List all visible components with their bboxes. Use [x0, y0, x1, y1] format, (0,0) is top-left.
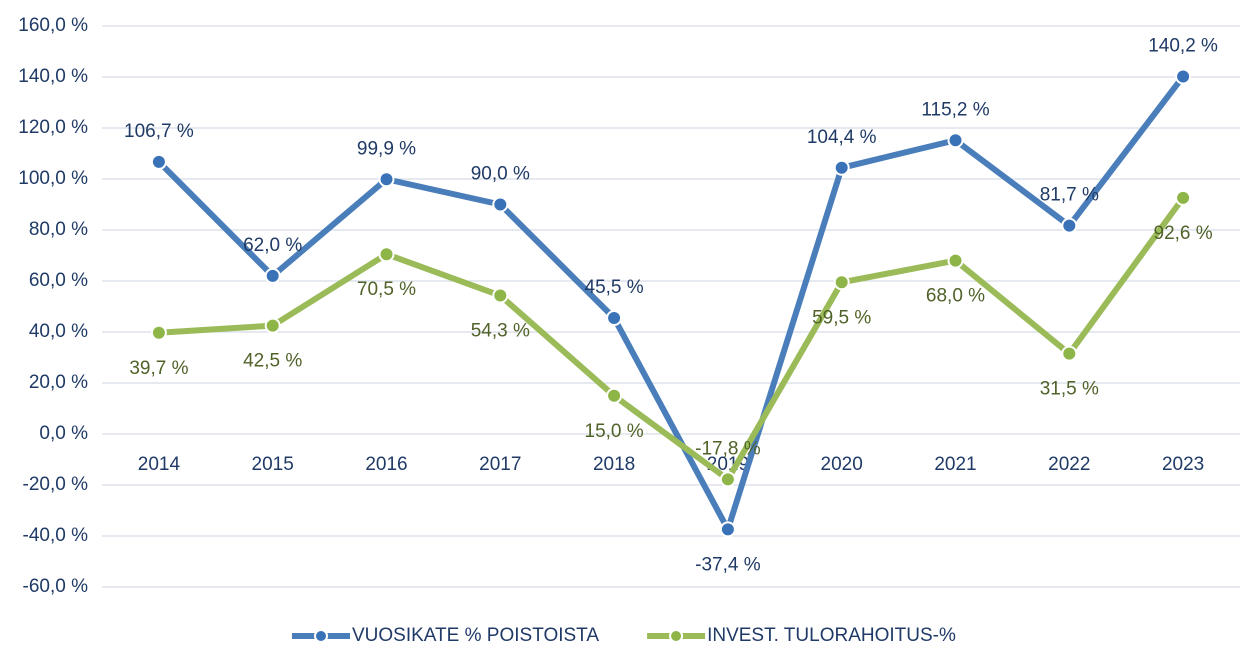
marker: [1061, 217, 1078, 234]
x-tick-label: 2022: [1048, 454, 1090, 475]
marker: [378, 246, 395, 263]
y-tick-label: -20,0 %: [23, 474, 89, 495]
y-tick-label: 60,0 %: [29, 270, 88, 291]
data-label: 42,5 %: [243, 351, 302, 372]
marker: [719, 471, 736, 488]
x-tick-label: 2020: [821, 454, 863, 475]
data-label: 140,2 %: [1148, 36, 1218, 57]
y-tick-label: 80,0 %: [29, 219, 88, 240]
data-label: 104,4 %: [807, 127, 877, 148]
x-tick-label: 2014: [138, 454, 181, 475]
y-tick-label: -40,0 %: [23, 525, 89, 546]
y-tick-label: 160,0 %: [18, 15, 88, 36]
marker: [719, 521, 736, 538]
x-tick-label: 2015: [252, 454, 294, 475]
x-tick-label: 2021: [934, 454, 976, 475]
data-label: 62,0 %: [243, 235, 302, 256]
y-tick-label: -60,0 %: [23, 576, 89, 597]
data-label: 54,3 %: [471, 321, 530, 342]
legend-marker: [314, 629, 328, 643]
data-label: 70,5 %: [357, 279, 416, 300]
data-label: 106,7 %: [124, 121, 194, 142]
legend-label: VUOSIKATE % POISTOISTA: [352, 625, 599, 646]
data-label: 99,9 %: [357, 138, 416, 159]
data-label: 115,2 %: [921, 99, 989, 120]
data-label: 59,5 %: [812, 307, 871, 328]
data-label: 15,0 %: [585, 421, 644, 442]
marker: [492, 287, 509, 304]
legend-label: INVEST. TULORAHOITUS-%: [707, 625, 956, 646]
marker: [947, 252, 964, 269]
marker: [378, 171, 395, 188]
data-label: 45,5 %: [585, 277, 644, 298]
data-label: 90,0 %: [471, 164, 530, 185]
y-tick-label: 100,0 %: [18, 168, 88, 189]
marker: [606, 387, 623, 404]
data-label: -37,4 %: [695, 554, 761, 575]
y-tick-label: 140,0 %: [18, 66, 88, 87]
marker: [150, 324, 167, 341]
marker: [264, 317, 281, 334]
data-label: 92,6 %: [1154, 223, 1213, 244]
y-tick-label: 120,0 %: [18, 117, 88, 138]
marker: [1061, 345, 1078, 362]
x-tick-label: 2023: [1162, 454, 1204, 475]
data-label: -17,8 %: [695, 438, 761, 459]
data-label: 31,5 %: [1040, 379, 1099, 400]
marker: [264, 267, 281, 284]
series-line: [158, 196, 1186, 483]
marker: [833, 274, 850, 291]
x-tick-label: 2018: [593, 454, 635, 475]
marker: [1175, 68, 1192, 85]
marker: [1175, 189, 1192, 206]
marker: [492, 196, 509, 213]
data-label: 81,7 %: [1040, 185, 1099, 206]
series-line: [156, 74, 1186, 533]
data-label: 39,7 %: [129, 358, 188, 379]
x-tick-label: 2017: [479, 454, 521, 475]
y-tick-label: 20,0 %: [29, 372, 88, 393]
marker: [150, 153, 167, 170]
marker: [833, 159, 850, 176]
data-label: 68,0 %: [926, 286, 985, 307]
marker: [947, 132, 964, 149]
legend-marker: [669, 629, 684, 643]
y-tick-label: 0,0 %: [39, 423, 88, 444]
x-tick-label: 2016: [365, 454, 407, 475]
marker: [606, 309, 623, 326]
y-tick-label: 40,0 %: [29, 321, 88, 342]
